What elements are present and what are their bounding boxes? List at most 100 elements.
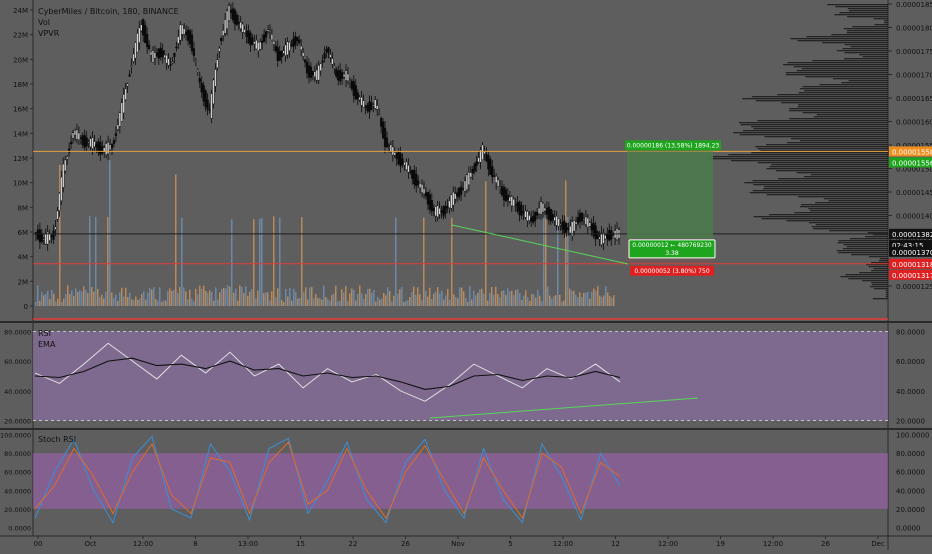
candle-body [471,168,474,174]
candle-body [138,27,141,43]
volume-bar [321,299,323,306]
time-axis-label: 12:00 [658,540,678,548]
symbol-title[interactable]: CyberMiles / Bitcoin, 180, BINANCE [38,7,179,16]
volume-bar [437,287,439,306]
volume-bar [371,292,373,306]
candle-body [366,104,369,111]
time-axis-label: Nov [451,540,465,548]
rsi-left-axis-label: 40.0000 [4,388,31,396]
volume-bar [311,287,313,306]
candle-body [161,50,164,57]
candle-body [112,140,116,144]
candle-body [278,51,281,61]
volume-bar [105,291,107,306]
vpvr-bar [771,164,888,166]
volume-bar [125,287,127,306]
volume-bar [81,291,83,306]
candle-body [561,221,564,230]
volume-bar [365,293,367,306]
stop-label-text: 0.00000052 (3.80%) 750 [634,268,709,275]
candle-body [259,41,262,50]
vpvr-bar [834,14,888,16]
volume-bar [391,301,393,306]
vpvr-bar [859,54,888,56]
candle-body [108,144,112,150]
volume-bar [291,300,293,306]
volume-bar [503,290,505,306]
volume-bar [259,218,261,306]
ema-title[interactable]: EMA [38,340,56,349]
volume-bar [427,296,429,306]
stoch-rsi-title[interactable]: Stoch RSI [38,435,77,444]
candle-body [426,192,430,205]
vpvr-bar [789,118,888,120]
volume-bar [271,291,273,306]
candle-body [389,144,392,152]
volume-label[interactable]: Vol [38,18,50,27]
candle-body [534,212,537,221]
drawings[interactable]: 0.00000186 (13.58%) 1894.23 0.00000012 ← … [33,140,888,320]
candle-body [175,46,178,49]
candle-body [311,71,314,76]
volume-bar [177,293,179,306]
volume-bar [117,300,119,306]
volume-bar [35,302,37,306]
vpvr-bar [778,178,888,180]
vpvr-bar [757,148,888,150]
candle-body [541,202,545,213]
volume-bar [609,295,611,306]
vpvr-bar [810,210,888,212]
candle-body [73,130,77,136]
volume-bar [301,217,303,306]
candle-body [225,10,229,29]
vpvr-bar [801,68,888,70]
vpvr-bar [805,76,888,78]
candle-body [66,156,69,160]
volume-bar [247,295,249,306]
candle-body [192,48,196,56]
candle-body [383,127,387,147]
volume-bar [373,289,375,306]
vpvr-bar [785,72,888,74]
candle-body [159,47,162,58]
vpvr-bar [789,108,888,110]
volume-bar [513,294,515,306]
candle-body [118,112,121,127]
volume-bar [243,293,245,306]
candle-body [147,44,151,50]
candle-body [600,232,603,245]
volume-bar [375,301,377,306]
candle-body [493,175,496,177]
rsi-title[interactable]: RSI [38,329,51,338]
candle-body [220,38,223,41]
candle-body [485,153,488,162]
volume-bar [191,298,193,306]
vpvr-bar [749,192,888,194]
volume-bar [141,293,143,306]
candle-body [58,193,61,211]
vpvr-bar [777,94,888,96]
stoch-left-axis-label: 40.0000 [4,487,31,495]
candle-body [188,30,192,44]
candle-body [235,14,238,26]
price-tag-countdown-text: 02:43:15 [892,242,923,250]
left-axis-label: 0 [24,303,28,311]
candle-body [62,163,65,188]
volume-bar [573,290,575,306]
candle-body [422,188,426,195]
left-axis-label: 2M [18,278,29,286]
candle-body [52,230,55,240]
volume-bar [579,292,581,306]
volume-bar [477,292,479,306]
volume-bar [543,216,545,306]
vpvr-bar [796,172,888,174]
candle-body [36,229,40,240]
vpvr-bar [739,134,888,136]
vpvr-bar [837,242,888,244]
vpvr-label[interactable]: VPVR [38,29,60,38]
